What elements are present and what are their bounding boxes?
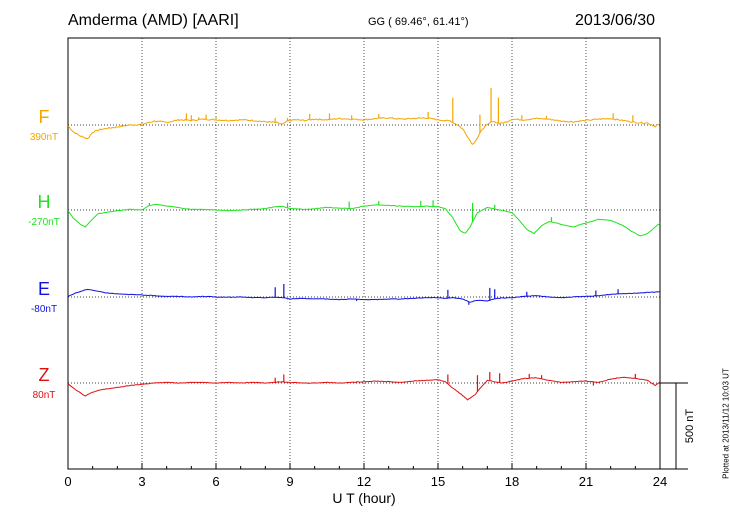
series-label-f: F <box>39 107 50 127</box>
date-label: 2013/06/30 <box>575 12 656 29</box>
x-tick-label: 6 <box>212 474 219 489</box>
x-tick-label: 18 <box>505 474 519 489</box>
series-line-f <box>67 117 661 145</box>
series-label-h: H <box>38 192 51 212</box>
x-tick-label: 15 <box>431 474 445 489</box>
series-line-h <box>67 203 661 237</box>
coordinates-label: GG ( 69.46°, 61.41°) <box>368 16 469 28</box>
series-label-e: E <box>38 279 50 299</box>
x-tick-label: 12 <box>357 474 371 489</box>
x-tick-label: 24 <box>653 474 667 489</box>
scale-bar-label: 500 nT <box>684 409 696 444</box>
x-tick-label: 21 <box>579 474 593 489</box>
series-baseline-label-z: 80nT <box>33 390 56 401</box>
station-title: Amderma (AMD) [AARI] <box>68 12 239 29</box>
x-tick-label: 0 <box>64 474 71 489</box>
x-axis-label: U T (hour) <box>332 490 395 506</box>
series-baseline-label-h: -270nT <box>28 217 60 228</box>
series-line-e <box>67 288 660 303</box>
series-baseline-label-e: -80nT <box>31 304 57 315</box>
series-label-z: Z <box>39 365 50 385</box>
x-tick-label: 9 <box>286 474 293 489</box>
x-tick-label: 3 <box>138 474 145 489</box>
series-baseline-label-f: 390nT <box>30 132 58 143</box>
series-line-z <box>67 376 661 401</box>
